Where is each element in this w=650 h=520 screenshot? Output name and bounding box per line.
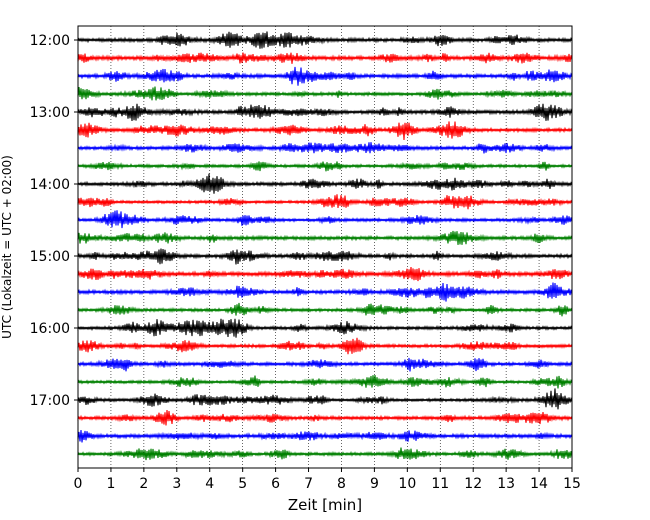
x-tick-label: 8 <box>337 476 346 492</box>
y-tick-label: 12:00 <box>30 33 70 49</box>
x-tick-label: 1 <box>106 476 115 492</box>
x-tick-label: 0 <box>74 476 83 492</box>
x-tick-label: 15 <box>563 476 581 492</box>
x-axis-label: Zeit [min] <box>288 496 362 514</box>
x-tick-label: 5 <box>238 476 247 492</box>
x-tick-label: 14 <box>530 476 548 492</box>
trace-1430 <box>77 210 573 229</box>
y-tick-label: 17:00 <box>30 393 70 409</box>
x-tick-label: 2 <box>139 476 148 492</box>
y-axis-label: UTC (Lokalzeit = UTC + 02:00) <box>0 155 14 339</box>
x-axis: 0 1 2 3 4 5 6 7 8 9 10 11 12 13 14 15 <box>74 468 581 492</box>
traces <box>77 31 573 461</box>
x-tick-label: 12 <box>464 476 482 492</box>
x-tick-label: 11 <box>431 476 449 492</box>
x-tick-label: 10 <box>398 476 416 492</box>
y-tick-label: 14:00 <box>30 177 70 193</box>
x-tick-label: 3 <box>172 476 181 492</box>
x-tick-label: 13 <box>497 476 515 492</box>
y-tick-label: 13:00 <box>30 105 70 121</box>
x-tick-label: 6 <box>271 476 280 492</box>
y-tick-label: 16:00 <box>30 321 70 337</box>
x-tick-label: 4 <box>205 476 214 492</box>
y-tick-label: 15:00 <box>30 249 70 265</box>
x-tick-label: 7 <box>304 476 313 492</box>
y-axis: 12:00 13:00 14:00 15:00 16:00 17:00 <box>30 33 78 409</box>
trace-1700 <box>77 388 573 410</box>
plot-frame <box>77 25 573 469</box>
x-tick-label: 9 <box>370 476 379 492</box>
